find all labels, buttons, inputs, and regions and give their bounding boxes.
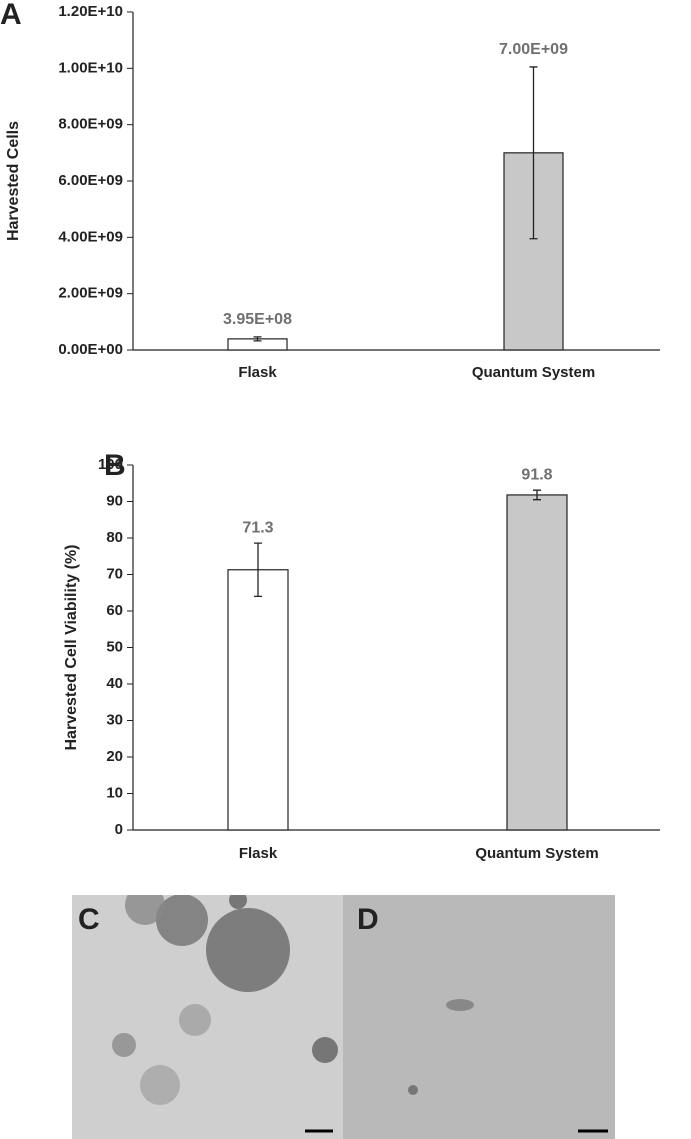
error-bar [254,542,262,598]
image-label: C [78,903,100,936]
y-tick-label: 60 [106,602,123,619]
y-tick-label: 90 [106,492,123,509]
y-tick-label: 100 [98,456,123,473]
x-tick-label: Flask [238,364,277,381]
x-tick-label: Flask [239,845,278,862]
image-label: D [357,903,379,936]
value-label: 71.3 [242,519,273,536]
y-tick-label: 8.00E+09 [58,116,123,133]
bar [506,494,568,831]
y-tick-label: 1.20E+10 [58,3,123,20]
micrograph-d [343,895,615,1139]
y-tick-label: 40 [106,675,123,692]
y-tick-label: 50 [106,638,123,655]
y-tick-label: 70 [106,565,123,582]
micrograph-c [72,895,343,1139]
value-label: 91.8 [521,466,552,483]
value-label: 3.95E+08 [223,311,292,328]
y-tick-label: 30 [106,711,123,728]
y-tick-label: 0.00E+00 [58,341,123,358]
y-tick-label: 0 [115,821,123,838]
y-tick-label: 1.00E+10 [58,59,123,76]
bar [227,569,289,831]
error-bar [529,66,538,240]
y-tick-label: 4.00E+09 [58,228,123,245]
panel-label: B [104,449,126,482]
error-bar [533,489,541,501]
x-tick-label: Quantum System [472,364,595,381]
y-tick-label: 10 [106,784,123,801]
y-tick-label: 6.00E+09 [58,172,123,189]
value-label: 7.00E+09 [499,41,568,58]
x-tick-label: Quantum System [475,845,598,862]
y-axis-title: Harvested Cell Viability (%) [63,545,80,751]
y-tick-label: 2.00E+09 [58,285,123,302]
error-bar [253,336,262,342]
y-axis-title: Harvested Cells [5,121,22,241]
panel-label: A [0,0,22,31]
y-tick-label: 80 [106,529,123,546]
y-tick-label: 20 [106,748,123,765]
